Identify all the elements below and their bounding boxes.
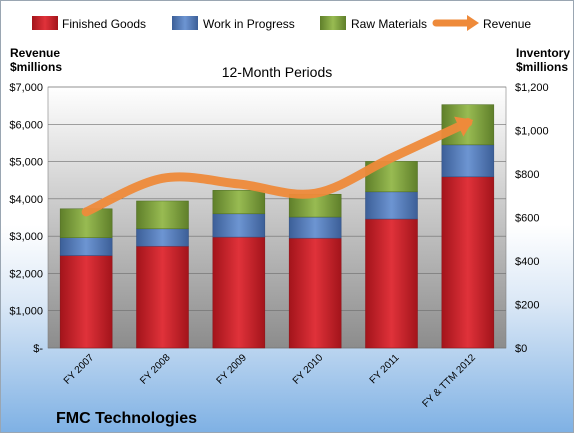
right-tick-label: $1,200 <box>515 82 549 94</box>
legend-swatch-raw-materials <box>320 16 346 30</box>
revenue-arrow-head <box>454 116 474 137</box>
bar-segment-raw-materials <box>212 190 266 215</box>
bar-segment-finished-goods <box>441 176 495 349</box>
right-tick-label: $1,000 <box>515 126 549 138</box>
right-tick-label: $800 <box>515 169 539 181</box>
legend: Finished Goods Work in Progress Raw Mate… <box>32 15 531 31</box>
revenue-line-path <box>81 117 473 217</box>
right-tick-label: $200 <box>515 300 539 312</box>
chart-title: 12-Month Periods <box>222 64 333 80</box>
legend-label-raw-materials: Raw Materials <box>351 17 427 31</box>
bar-segment-finished-goods <box>59 255 113 349</box>
left-tick-label: $4,000 <box>9 194 43 206</box>
bar-segment-work-in-progress <box>59 237 113 256</box>
bar-segment-finished-goods <box>212 236 266 349</box>
right-tick-label: $400 <box>515 256 539 268</box>
right-axis-label-line2: $millions <box>516 60 568 74</box>
bar-segment-work-in-progress <box>136 228 189 247</box>
legend-swatch-work-in-progress <box>172 16 198 30</box>
left-axis-label-line1: Revenue <box>10 46 60 60</box>
left-tick-label: $2,000 <box>9 268 43 280</box>
legend-label-revenue: Revenue <box>483 17 531 31</box>
legend-swatch-finished-goods <box>32 16 58 30</box>
company-name: FMC Technologies <box>56 410 197 427</box>
legend-arrow-head <box>467 15 479 31</box>
bar-segment-finished-goods <box>136 245 189 349</box>
bar-segment-work-in-progress <box>212 213 266 238</box>
left-axis-ticks: $- $1,000 $2,000 $3,000 $4,000 $5,000 $6,000 $7… <box>9 82 43 355</box>
x-axis-ticks: FY 2007 FY 2008 FY 2009 FY 2010 FY 2011 FY & … <box>62 352 478 410</box>
left-tick-label: $7,000 <box>9 82 43 94</box>
right-axis-label-line1: Inventory <box>516 46 570 60</box>
left-tick-label: $- <box>33 343 43 355</box>
bar-segment-finished-goods <box>288 237 342 349</box>
bar-segment-raw-materials <box>136 200 189 230</box>
bars <box>59 104 495 349</box>
bar-segment-work-in-progress <box>441 144 495 178</box>
x-tick-label: FY 2011 <box>368 352 402 386</box>
legend-label-finished-goods: Finished Goods <box>62 17 146 31</box>
gridlines <box>48 86 506 349</box>
x-tick-label: FY & TTM 2012 <box>421 352 479 410</box>
left-tick-label: $5,000 <box>9 157 43 169</box>
x-tick-label: FY 2009 <box>215 352 250 387</box>
bar-segment-work-in-progress <box>288 216 342 239</box>
x-tick-label: FY 2010 <box>291 352 326 387</box>
legend-label-work-in-progress: Work in Progress <box>203 17 295 31</box>
x-tick-label: FY 2007 <box>62 352 97 387</box>
bar-segment-finished-goods <box>365 218 418 349</box>
left-tick-label: $1,000 <box>9 306 43 318</box>
bar-segment-work-in-progress <box>365 191 418 220</box>
plot-area <box>47 86 507 349</box>
right-axis-ticks: $0 $200 $400 $600 $800 $1,000 $1,200 <box>515 82 549 355</box>
right-tick-label: $0 <box>515 343 527 355</box>
x-tick-label: FY 2008 <box>138 352 173 387</box>
left-tick-label: $6,000 <box>9 119 43 131</box>
revenue-line <box>81 116 474 217</box>
right-tick-label: $600 <box>515 213 539 225</box>
left-axis-label-line2: $millions <box>10 60 62 74</box>
left-tick-label: $3,000 <box>9 231 43 243</box>
